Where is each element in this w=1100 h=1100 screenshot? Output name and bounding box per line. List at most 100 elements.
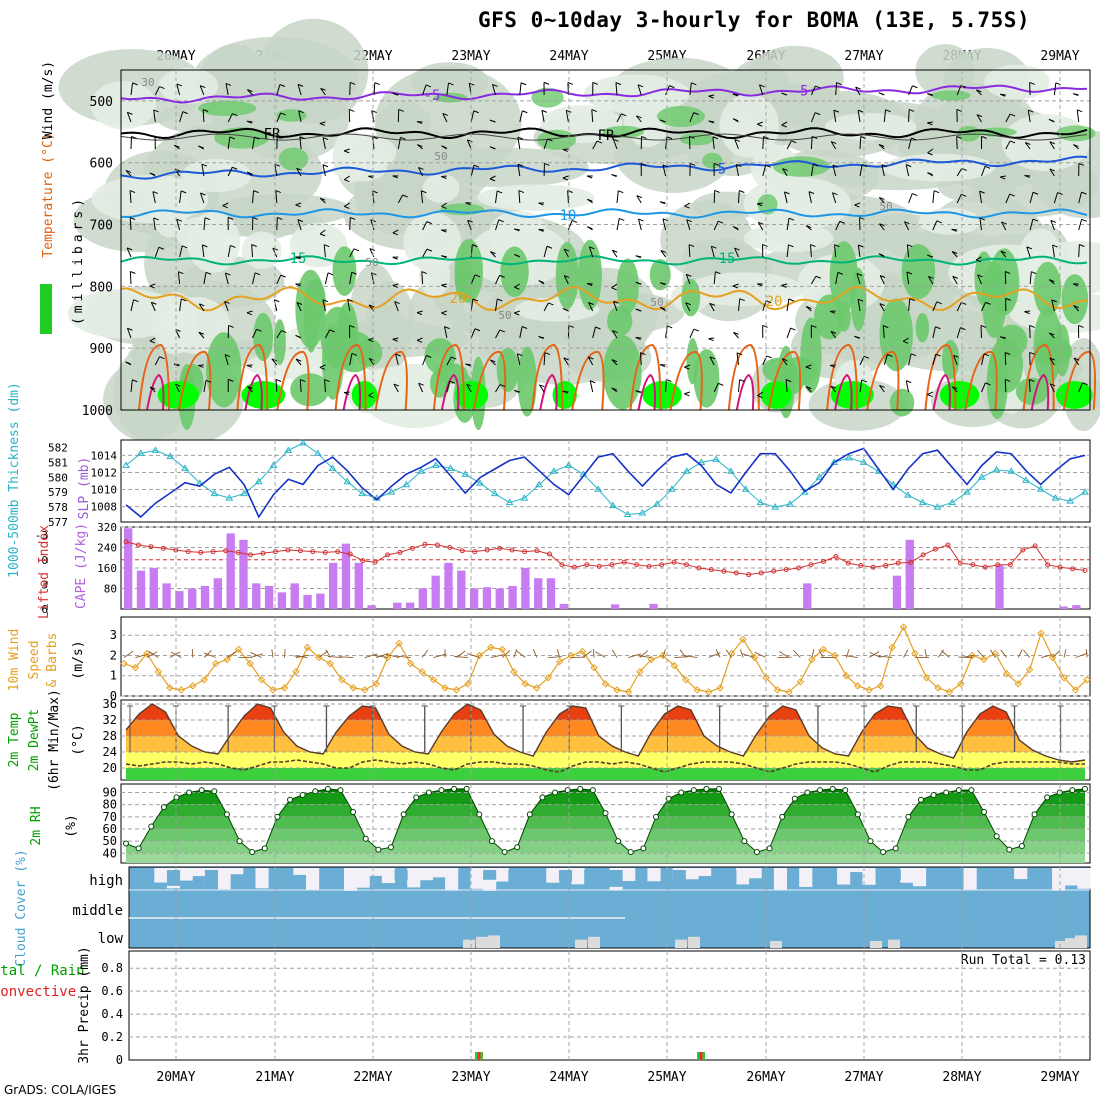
- thickness-point: [756, 498, 765, 506]
- lifted-index-point: [1020, 547, 1026, 553]
- cape-bar: [367, 605, 376, 609]
- wind-barb-10m: [467, 652, 480, 658]
- wind-barb-10m: [295, 654, 310, 658]
- wind-barb-flag: [615, 82, 622, 86]
- wind-barb: [1052, 244, 1055, 258]
- wind-barb-flag: [908, 108, 915, 112]
- wind-barb: [126, 112, 132, 123]
- cloud-high-clear: [647, 868, 661, 882]
- cloud-low-white: [675, 939, 687, 948]
- wind-barb: [441, 283, 447, 286]
- wind-speed-point: [487, 643, 495, 652]
- wind-barb: [857, 244, 861, 258]
- wind-barb: [1051, 299, 1055, 312]
- wind-barb-flag: [693, 328, 700, 332]
- wind-barb-flag: [1049, 383, 1056, 387]
- wind-barb-flag: [125, 169, 132, 173]
- wind-barb-flag: [499, 384, 506, 388]
- wind-barb: [932, 190, 935, 204]
- wind-barb: [543, 246, 548, 258]
- wind-barb: [201, 244, 205, 258]
- cloud-high-fill: [672, 870, 686, 890]
- wind-barb-flag: [416, 339, 423, 343]
- rh-point: [917, 796, 924, 803]
- lifted-index-point: [771, 568, 777, 574]
- wind-barb-flag: [402, 194, 408, 198]
- wind-barb: [1005, 140, 1011, 150]
- wind-barb: [348, 109, 351, 123]
- ylabel-temperature: Temperature (°C): [41, 132, 56, 257]
- wind-barb-flag: [320, 87, 326, 91]
- lifted-index-point: [621, 559, 627, 565]
- wind-barb-flag: [490, 359, 496, 363]
- wind-speed-point: [613, 686, 621, 694]
- wind-barb-flag: [490, 251, 496, 255]
- wind-barb-flag: [586, 175, 593, 179]
- wind-speed-point: [521, 680, 529, 688]
- wind-barb-10m: [595, 651, 606, 658]
- lifted-index-point: [820, 558, 826, 564]
- wind-barb-flag: [912, 85, 918, 89]
- wind-speed-point: [1071, 686, 1080, 694]
- wind-barb: [295, 358, 302, 366]
- wind-barb-10m: [250, 652, 262, 658]
- wind-barb: [324, 272, 329, 285]
- wind-barb: [781, 358, 788, 366]
- thickness-point: [181, 464, 189, 471]
- rh-point: [905, 813, 912, 820]
- wind-barb: [588, 246, 594, 258]
- wind-barb-10m: [593, 649, 595, 658]
- wind-barb: [859, 164, 863, 177]
- wind-barb-flag: [201, 163, 208, 167]
- wind-barb: [322, 299, 326, 312]
- lifted-index-point: [310, 549, 316, 555]
- wind-barb-flag: [180, 190, 187, 194]
- rh-point: [425, 789, 432, 796]
- wind-speed-point: [785, 688, 793, 696]
- wind-barb: [616, 190, 619, 204]
- wind-barb-flag: [907, 244, 913, 248]
- wind-barb: [199, 85, 205, 96]
- wind-barb: [639, 352, 642, 366]
- cloud-high-clear: [432, 868, 446, 878]
- temperature-contour-25: [571, 351, 605, 411]
- wind-barb: [1076, 109, 1080, 123]
- wind-barb: [495, 219, 500, 231]
- wind-speed-point: [498, 645, 507, 654]
- thickness-point: [490, 489, 499, 497]
- wind-barb: [908, 353, 912, 366]
- wind-barb: [734, 247, 739, 258]
- wind-barb-flag: [275, 379, 282, 382]
- cape-bar: [649, 603, 658, 609]
- wind-barb-flag: [173, 363, 180, 367]
- thickness-point: [918, 498, 927, 506]
- rh-blob-green: [320, 306, 355, 368]
- wind-barb-10m: [318, 650, 329, 658]
- wind-barb-flag: [247, 89, 253, 93]
- thickness-point: [284, 446, 293, 453]
- wind-speed-point: [899, 623, 908, 631]
- wind-barb: [567, 190, 569, 204]
- wind-barb-flag: [351, 271, 357, 275]
- wind-barb-flag: [1052, 244, 1058, 248]
- wind-speed-point: [636, 667, 644, 676]
- wind-barb: [344, 202, 350, 207]
- rh-point: [829, 785, 836, 792]
- wind-speed-point: [464, 680, 472, 688]
- lifted-index-point: [534, 548, 540, 554]
- rh-point: [652, 813, 659, 820]
- rh-blob-bright: [760, 381, 792, 409]
- ytick-lifted: 0: [41, 554, 48, 567]
- wind-barb: [932, 326, 936, 339]
- wind-barb-flag: [790, 327, 796, 331]
- wind-barb: [489, 175, 496, 180]
- wind-barb-10m: [1023, 649, 1031, 658]
- wind-barb-10m: [679, 649, 687, 658]
- wind-barb: [857, 299, 861, 312]
- wind-barb: [1073, 357, 1080, 366]
- ytick-wind: 0: [110, 689, 117, 703]
- lifted-index-point: [683, 562, 689, 568]
- rh-point: [589, 787, 596, 794]
- wind-barb-flag: [222, 205, 228, 209]
- wind-barb-flag: [883, 325, 889, 329]
